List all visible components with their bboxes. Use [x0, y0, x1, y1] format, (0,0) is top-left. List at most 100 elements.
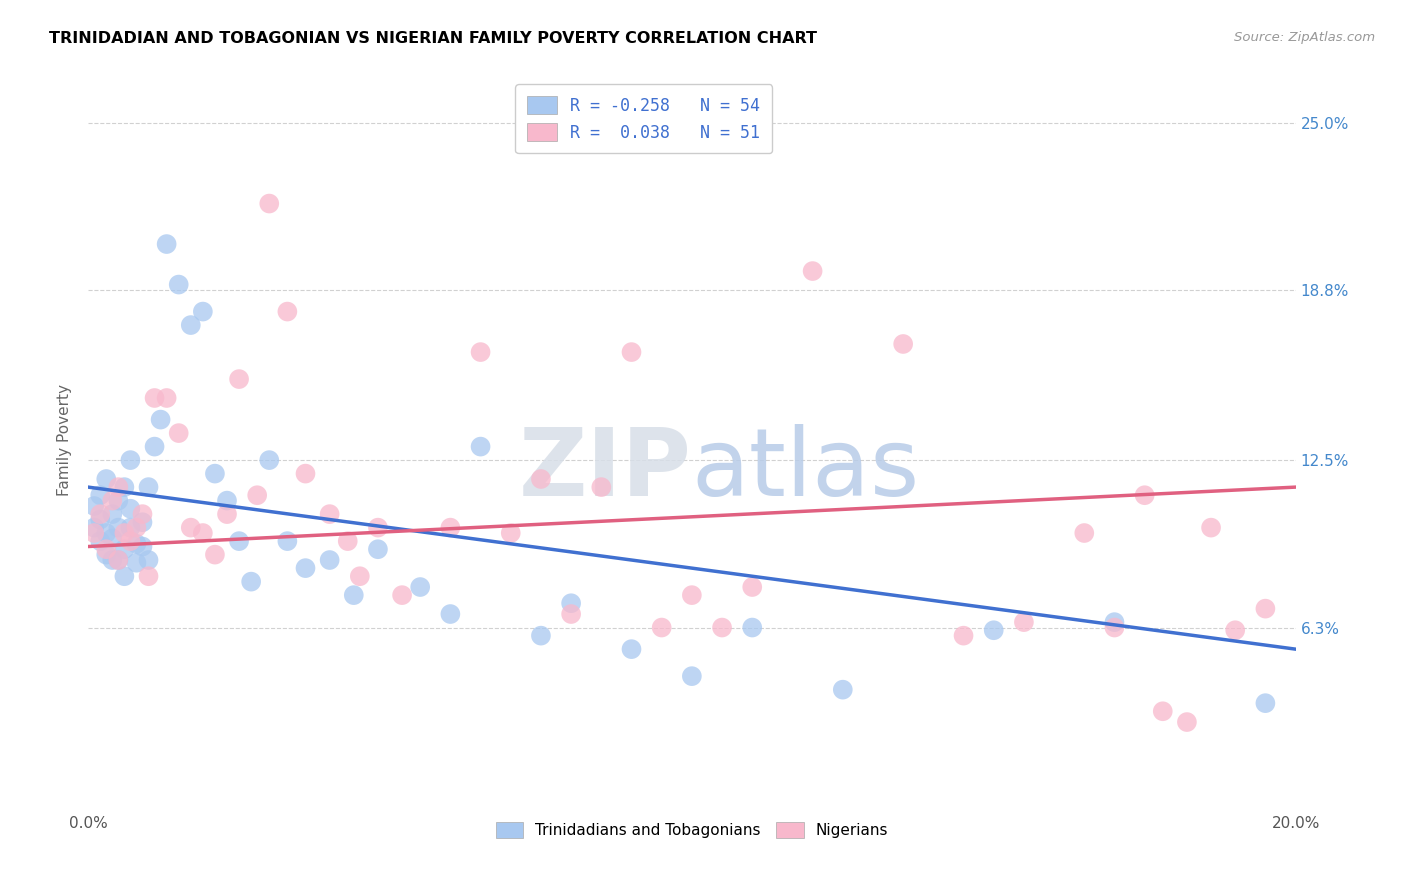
Point [89, 534, 111, 549]
Text: Source: ZipAtlas.com: Source: ZipAtlas.com [1234, 31, 1375, 45]
Point [101, 532, 124, 546]
Text: ZIP: ZIP [519, 424, 692, 516]
Point [120, 501, 142, 516]
Point [391, 588, 413, 602]
Point [112, 526, 135, 541]
Point [620, 642, 643, 657]
Point [167, 277, 190, 292]
Point [1133, 488, 1156, 502]
Point [96, 526, 118, 541]
Point [215, 493, 238, 508]
Point [131, 540, 153, 554]
Point [204, 548, 226, 562]
Point [89, 512, 111, 526]
Point [349, 569, 371, 583]
Point [131, 515, 153, 529]
Point [1012, 615, 1035, 629]
Point [246, 488, 269, 502]
Point [530, 472, 553, 486]
Point [470, 345, 492, 359]
Point [138, 569, 160, 583]
Point [651, 621, 673, 635]
Point [138, 480, 160, 494]
Point [499, 526, 522, 541]
Point [620, 345, 643, 359]
Point [560, 607, 582, 621]
Point [831, 682, 853, 697]
Point [156, 237, 179, 252]
Point [125, 537, 148, 551]
Point [101, 553, 124, 567]
Point [101, 493, 124, 508]
Point [125, 556, 148, 570]
Point [367, 521, 389, 535]
Point [367, 542, 389, 557]
Point [96, 542, 118, 557]
Point [294, 561, 316, 575]
Point [294, 467, 316, 481]
Point [259, 196, 281, 211]
Y-axis label: Family Poverty: Family Poverty [58, 384, 72, 496]
Point [530, 629, 553, 643]
Point [138, 553, 160, 567]
Point [318, 553, 340, 567]
Point [952, 629, 974, 643]
Point [439, 521, 461, 535]
Point [107, 480, 129, 494]
Point [191, 304, 214, 318]
Point [336, 534, 359, 549]
Point [318, 507, 340, 521]
Point [180, 521, 202, 535]
Point [107, 553, 129, 567]
Point [101, 507, 124, 521]
Point [741, 621, 763, 635]
Point [180, 318, 202, 332]
Text: TRINIDADIAN AND TOBAGONIAN VS NIGERIAN FAMILY POVERTY CORRELATION CHART: TRINIDADIAN AND TOBAGONIAN VS NIGERIAN F… [49, 31, 817, 46]
Point [112, 480, 135, 494]
Point [204, 467, 226, 481]
Point [711, 621, 734, 635]
Point [112, 569, 135, 583]
Point [1225, 624, 1247, 638]
Point [89, 507, 111, 521]
Point [112, 542, 135, 557]
Point [120, 453, 142, 467]
Point [1104, 621, 1126, 635]
Point [125, 521, 148, 535]
Point [191, 526, 214, 541]
Point [143, 391, 166, 405]
Point [1199, 521, 1222, 535]
Point [801, 264, 824, 278]
Point [167, 426, 190, 441]
Point [215, 507, 238, 521]
Point [96, 472, 118, 486]
Point [343, 588, 366, 602]
Point [681, 588, 703, 602]
Point [149, 412, 172, 426]
Point [560, 596, 582, 610]
Point [107, 553, 129, 567]
Point [120, 521, 142, 535]
Point [681, 669, 703, 683]
Point [1175, 714, 1198, 729]
Point [276, 304, 298, 318]
Point [891, 337, 914, 351]
Point [131, 507, 153, 521]
Point [1254, 601, 1277, 615]
Point [409, 580, 432, 594]
Point [156, 391, 179, 405]
Point [107, 521, 129, 535]
Point [83, 499, 105, 513]
Point [983, 624, 1005, 638]
Point [439, 607, 461, 621]
Point [83, 526, 105, 541]
Point [228, 372, 250, 386]
Point [1152, 704, 1174, 718]
Point [276, 534, 298, 549]
Point [83, 521, 105, 535]
Legend: Trinidadians and Tobagonians, Nigerians: Trinidadians and Tobagonians, Nigerians [489, 816, 894, 845]
Point [228, 534, 250, 549]
Point [96, 548, 118, 562]
Point [1104, 615, 1126, 629]
Point [1073, 526, 1095, 541]
